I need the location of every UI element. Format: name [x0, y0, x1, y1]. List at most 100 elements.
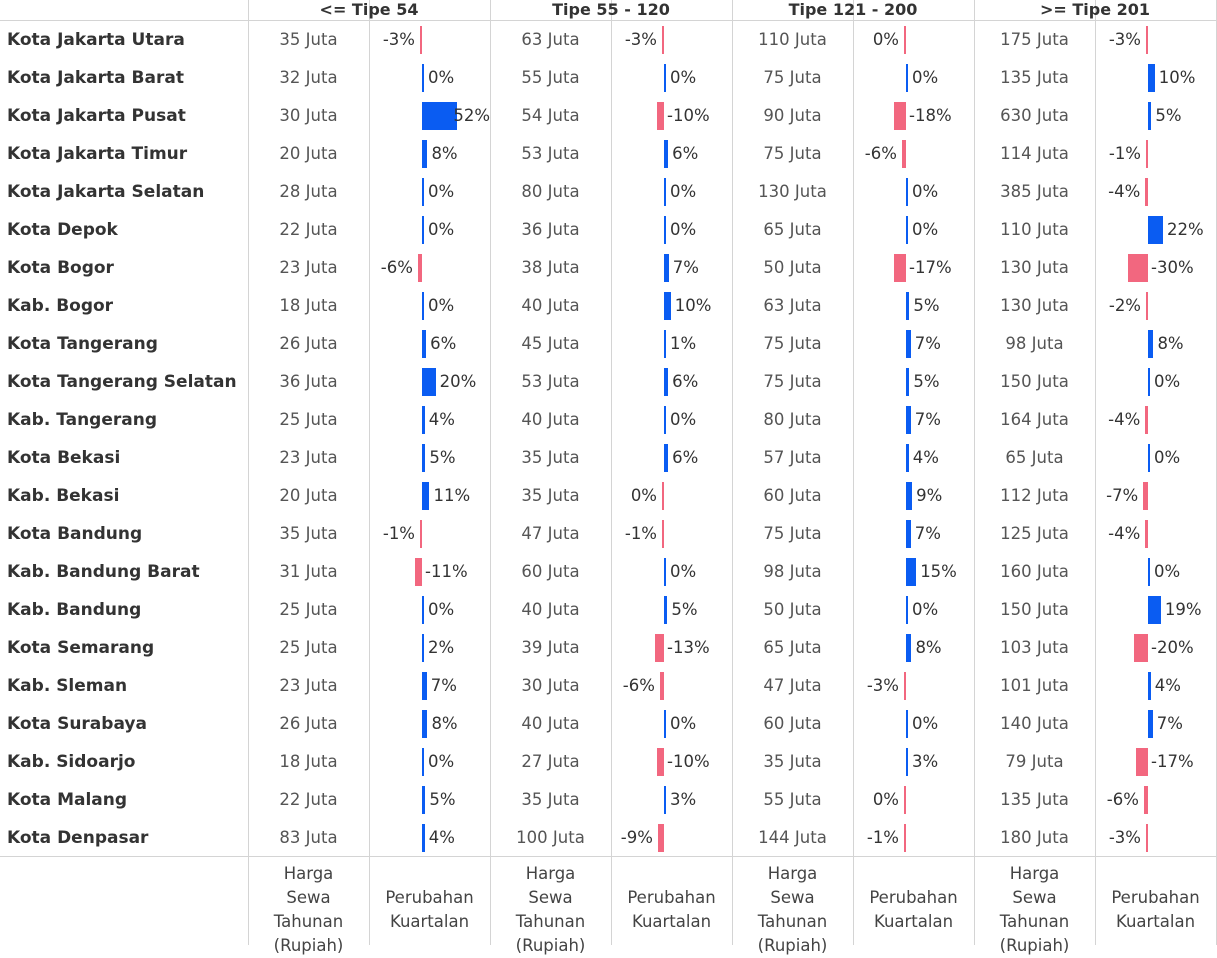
- change-label: -9%: [620, 828, 653, 847]
- change-bar: [906, 292, 910, 320]
- change-bar: [906, 710, 908, 738]
- change-label: 0%: [670, 182, 697, 201]
- change-label: 8%: [915, 638, 942, 657]
- price-cell: 75 Juta: [763, 334, 822, 353]
- change-label: 52%: [453, 106, 491, 125]
- footer-price-label: Harga Sewa Tahunan (Rupiah): [999, 864, 1070, 955]
- price-cell: 164 Juta: [1000, 410, 1069, 429]
- change-label: -10%: [667, 752, 710, 771]
- change-label: -1%: [1108, 144, 1141, 163]
- price-cell: 25 Juta: [279, 638, 338, 657]
- price-cell: 385 Juta: [1000, 182, 1069, 201]
- price-cell: 22 Juta: [279, 220, 338, 239]
- change-bar: [906, 178, 908, 206]
- region-label: Kota Jakarta Utara: [7, 30, 185, 50]
- change-bar: [903, 672, 906, 700]
- change-bar: [422, 178, 424, 206]
- change-bar: [1127, 254, 1148, 282]
- change-label: -3%: [1108, 828, 1141, 847]
- change-label: -6%: [622, 676, 655, 695]
- change-bar: [1145, 520, 1148, 548]
- change-bar: [422, 634, 424, 662]
- change-bar: [661, 26, 664, 54]
- price-cell: 114 Juta: [1000, 144, 1069, 163]
- change-label: 0%: [872, 30, 899, 49]
- price-cell: 20 Juta: [279, 486, 338, 505]
- price-cell: 39 Juta: [521, 638, 580, 657]
- change-bar: [906, 216, 908, 244]
- change-label: 5%: [913, 296, 940, 315]
- change-bar: [901, 140, 906, 168]
- change-label: -6%: [380, 258, 413, 277]
- change-bar: [419, 26, 422, 54]
- price-cell: 35 Juta: [279, 524, 338, 543]
- price-cell: 103 Juta: [1000, 638, 1069, 657]
- region-label: Kab. Tangerang: [7, 410, 157, 430]
- price-cell: 112 Juta: [1000, 486, 1069, 505]
- footer-change-label: Perubahan Kuartalan: [869, 888, 958, 931]
- change-label: 4%: [428, 410, 455, 429]
- change-label: 0%: [670, 220, 697, 239]
- change-label: 8%: [431, 714, 458, 733]
- price-cell: 38 Juta: [521, 258, 580, 277]
- group-header: >= Tipe 201: [1039, 0, 1151, 19]
- price-cell: 83 Juta: [279, 828, 338, 847]
- price-cell: 27 Juta: [521, 752, 580, 771]
- change-bar: [906, 368, 910, 396]
- price-cell: 25 Juta: [279, 600, 338, 619]
- change-label: 6%: [672, 144, 699, 163]
- change-bar: [422, 406, 425, 434]
- footer-divider: [0, 856, 1217, 857]
- change-bar: [657, 748, 664, 776]
- price-cell: 40 Juta: [521, 410, 580, 429]
- grid-line: [369, 0, 370, 945]
- price-cell: 20 Juta: [279, 144, 338, 163]
- change-bar: [422, 786, 426, 814]
- price-cell: 22 Juta: [279, 790, 338, 809]
- change-label: 5%: [913, 372, 940, 391]
- region-label: Kota Tangerang Selatan: [7, 372, 237, 392]
- change-label: 7%: [914, 334, 941, 353]
- change-bar: [1148, 558, 1150, 586]
- change-label: 15%: [920, 562, 957, 581]
- change-label: 7%: [914, 410, 941, 429]
- change-bar: [664, 444, 669, 472]
- price-cell: 31 Juta: [279, 562, 338, 581]
- price-cell: 60 Juta: [521, 562, 580, 581]
- change-bar: [662, 520, 664, 548]
- change-bar: [422, 748, 424, 776]
- change-bar: [664, 178, 666, 206]
- price-cell: 23 Juta: [279, 676, 338, 695]
- change-label: 10%: [1158, 68, 1196, 87]
- price-cell: 25 Juta: [279, 410, 338, 429]
- change-bar: [422, 140, 428, 168]
- price-cell: 150 Juta: [1000, 600, 1069, 619]
- price-cell: 35 Juta: [763, 752, 822, 771]
- price-cell: 65 Juta: [763, 638, 822, 657]
- change-label: 7%: [672, 258, 699, 277]
- change-bar: [1145, 406, 1148, 434]
- change-bar: [422, 710, 428, 738]
- price-cell: 110 Juta: [758, 30, 827, 49]
- change-label: 0%: [912, 182, 939, 201]
- change-label: -13%: [667, 638, 710, 657]
- region-label: Kab. Bogor: [7, 296, 114, 316]
- region-label: Kota Semarang: [7, 638, 155, 658]
- price-cell: 55 Juta: [763, 790, 822, 809]
- price-cell: 75 Juta: [763, 68, 822, 87]
- change-bar: [894, 254, 906, 282]
- price-cell: 26 Juta: [279, 334, 338, 353]
- price-cell: 26 Juta: [279, 714, 338, 733]
- price-cell: 60 Juta: [763, 714, 822, 733]
- grid-line: [732, 0, 733, 945]
- change-label: 8%: [1157, 334, 1184, 353]
- price-cell: 80 Juta: [521, 182, 580, 201]
- price-cell: 30 Juta: [521, 676, 580, 695]
- price-cell: 98 Juta: [1005, 334, 1064, 353]
- price-cell: 63 Juta: [763, 296, 822, 315]
- change-bar: [664, 292, 671, 320]
- price-cell: 54 Juta: [521, 106, 580, 125]
- change-bar: [664, 64, 666, 92]
- price-cell: 130 Juta: [1000, 296, 1069, 315]
- price-cell: 57 Juta: [763, 448, 822, 467]
